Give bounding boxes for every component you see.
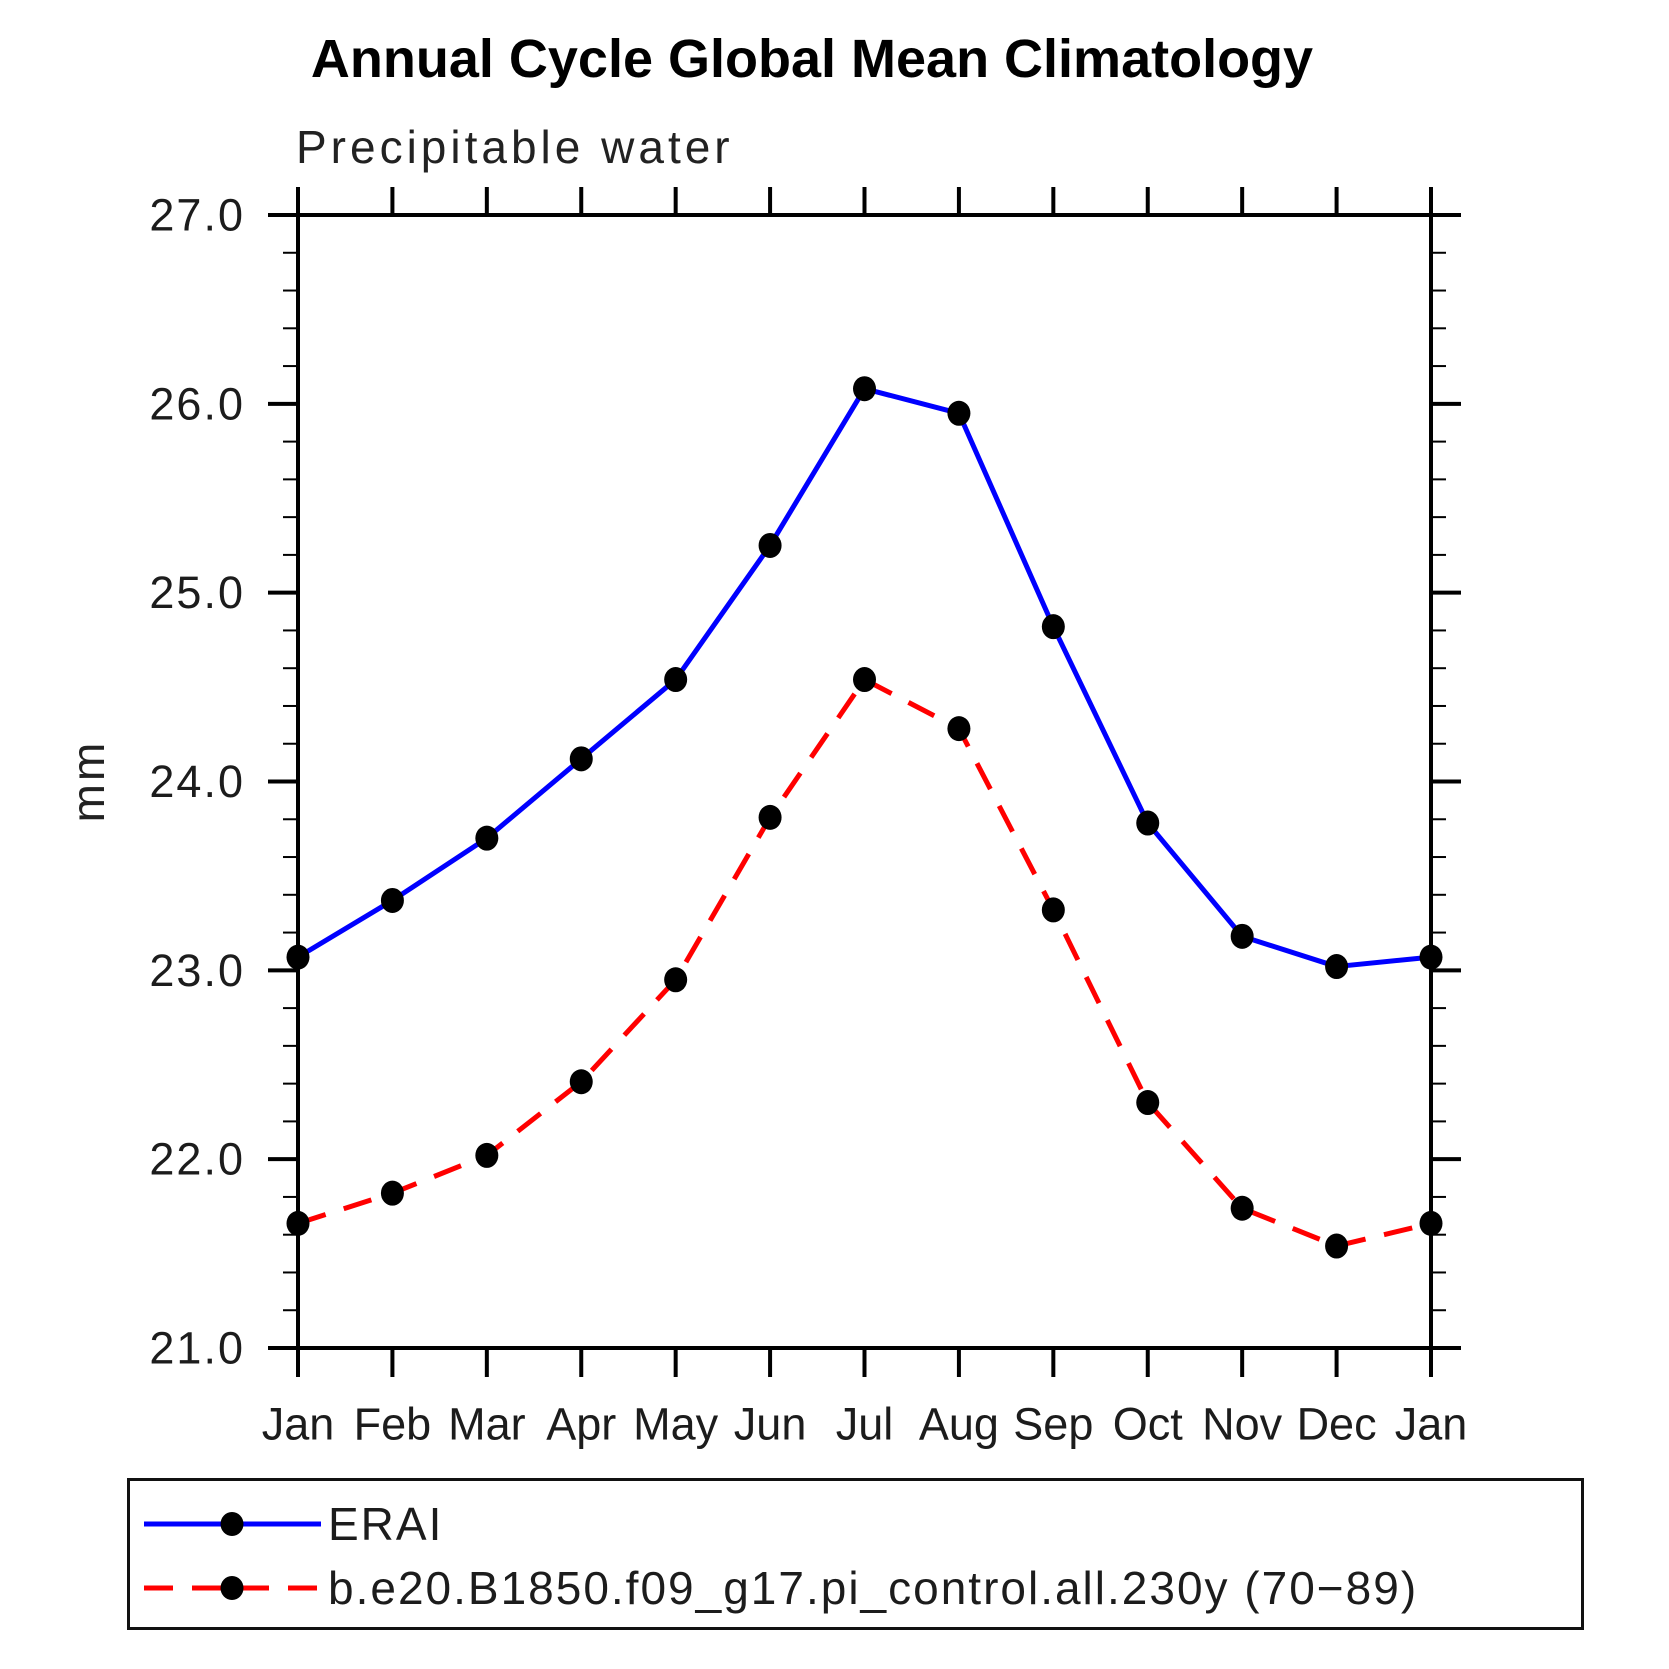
- data-point-series-1: [1419, 1210, 1443, 1236]
- x-tick-label: May: [633, 1399, 719, 1450]
- x-tick-label: Apr: [546, 1399, 616, 1450]
- y-tick-label: 24.0: [149, 756, 245, 807]
- x-tick-label: Mar: [448, 1399, 526, 1450]
- data-point-series-1: [475, 1142, 499, 1168]
- x-tick-label: Feb: [354, 1399, 432, 1450]
- data-point-series-0: [947, 400, 971, 426]
- data-point-series-0: [1041, 614, 1065, 640]
- data-point-series-1: [1041, 897, 1065, 923]
- legend-line-sample-solid: [144, 1512, 321, 1536]
- x-tick-label: Aug: [919, 1399, 999, 1450]
- legend-label-erai: ERAI: [328, 1498, 444, 1550]
- legend-entry-model: b.e20.B1850.f09_g17.pi_control.all.230y …: [138, 1556, 1581, 1620]
- y-tick-label: 22.0: [149, 1134, 245, 1185]
- data-point-series-0: [1325, 954, 1349, 980]
- x-tick-label: Oct: [1113, 1399, 1184, 1450]
- data-point-series-1: [758, 804, 782, 830]
- data-point-series-1: [380, 1180, 404, 1206]
- x-tick-label: Jul: [836, 1399, 894, 1450]
- x-tick-label: Jun: [734, 1399, 807, 1450]
- data-point-series-1: [286, 1210, 310, 1236]
- chart-subtitle: Precipitable water: [296, 121, 734, 173]
- y-tick-label: 27.0: [149, 190, 245, 241]
- x-tick-label: Jan: [1395, 1399, 1468, 1450]
- legend-label-model: b.e20.B1850.f09_g17.pi_control.all.230y …: [328, 1562, 1419, 1614]
- chart-title: Annual Cycle Global Mean Climatology: [310, 29, 1314, 89]
- y-tick-label: 23.0: [149, 945, 245, 996]
- data-point-series-0: [286, 944, 310, 970]
- x-tick-label: Dec: [1297, 1399, 1377, 1450]
- x-tick-label: Sep: [1013, 1399, 1093, 1450]
- data-point-series-1: [1230, 1195, 1254, 1221]
- y-tick-label: 26.0: [149, 378, 245, 429]
- data-point-series-0: [569, 746, 593, 772]
- data-point-series-1: [1325, 1233, 1349, 1259]
- data-point-series-1: [1136, 1090, 1160, 1116]
- data-point-series-0: [758, 532, 782, 558]
- data-point-series-0: [1419, 944, 1443, 970]
- data-point-series-1: [947, 716, 971, 742]
- data-point-series-0: [380, 887, 404, 913]
- legend-entry-erai: ERAI: [138, 1492, 1581, 1556]
- x-tick-label: Jan: [262, 1399, 335, 1450]
- data-point-series-1: [853, 667, 876, 693]
- data-point-series-0: [1230, 923, 1254, 949]
- data-point-series-0: [475, 825, 499, 851]
- data-point-series-0: [853, 376, 876, 402]
- x-tick-label: Nov: [1202, 1399, 1283, 1450]
- series-line-1: [297, 677, 1432, 1249]
- data-point-series-1: [569, 1069, 593, 1095]
- data-point-series-1: [664, 967, 688, 993]
- y-tick-label: 21.0: [149, 1323, 245, 1374]
- legend-box: ERAI b.e20.B1850.f09_g17.pi_control.all.…: [127, 1478, 1584, 1630]
- y-tick-label: 25.0: [149, 567, 245, 618]
- data-point-series-0: [664, 667, 688, 693]
- legend-line-sample-dashed: [144, 1576, 321, 1600]
- data-point-series-0: [1136, 810, 1160, 836]
